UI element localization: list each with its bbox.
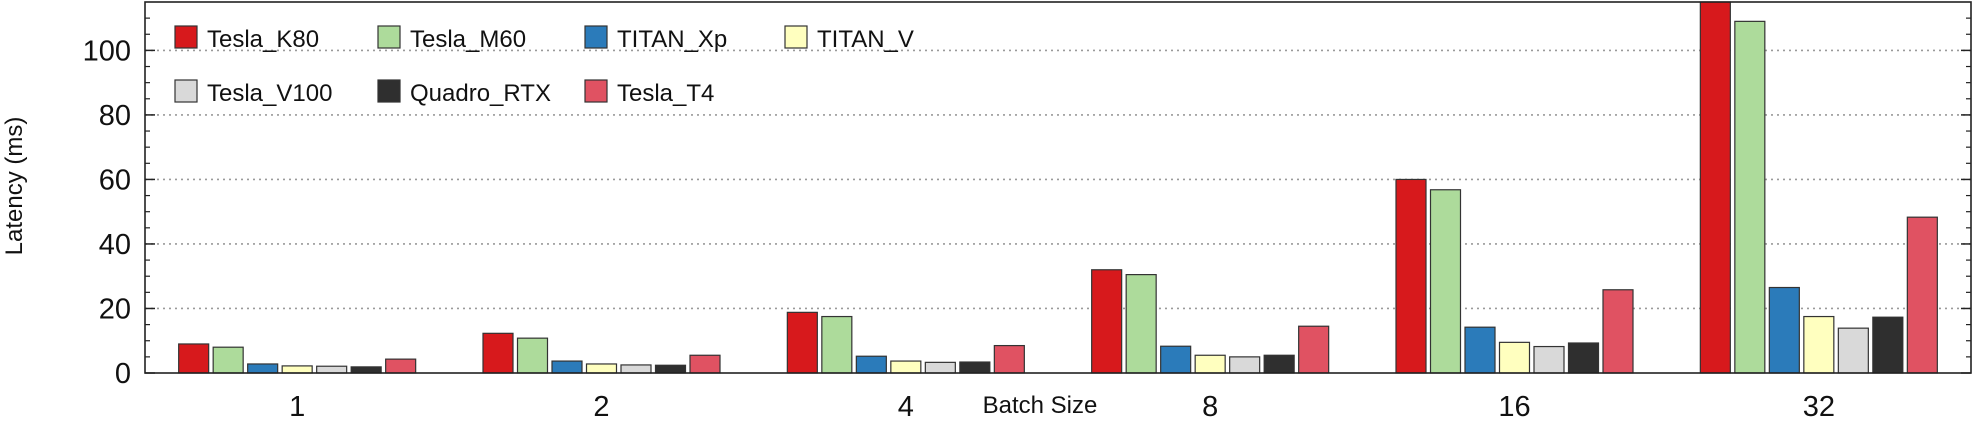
y-tick-label: 0 (115, 358, 131, 390)
legend-label-Tesla_V100: Tesla_V100 (207, 80, 332, 107)
bar-Quadro_RTX-8 (1263, 354, 1295, 374)
y-tick-label: 40 (99, 229, 131, 261)
x-tick-label: 8 (1202, 391, 1218, 421)
bar-Quadro_RTX-16 (1567, 342, 1600, 374)
x-tick-label: 16 (1498, 391, 1530, 421)
x-tick-label: 1 (289, 391, 305, 421)
bar-Tesla_M60-32 (1734, 20, 1766, 374)
plot-frame (144, 1, 1972, 374)
legend-swatch-Quadro_RTX (377, 79, 401, 103)
y-tick-label: 80 (99, 100, 131, 132)
y-tick-label: 60 (99, 164, 131, 196)
bar-TITAN_V-2 (585, 363, 618, 374)
bar-Tesla_K80-2 (482, 332, 514, 374)
bar-TITAN_Xp-2 (551, 360, 583, 374)
bar-Tesla_M60-8 (1125, 274, 1157, 374)
y-tick-label: 100 (83, 35, 131, 67)
axis-ticks: 0 20 40 60 80 100 1 2 4 8 16 32 (83, 17, 1971, 421)
legend-swatch-TITAN_V (784, 25, 808, 49)
x-axis-title: Batch Size (983, 392, 1098, 419)
bar-Tesla_T4-1 (385, 358, 417, 374)
bar-Tesla_K80-1 (178, 343, 210, 374)
bar-TITAN_V-4 (890, 360, 922, 374)
bar-TITAN_Xp-8 (1160, 345, 1192, 374)
legend-swatch-Tesla_M60 (377, 25, 401, 49)
bar-Tesla_T4-16 (1602, 289, 1634, 374)
bar-TITAN_Xp-1 (247, 363, 279, 374)
bar-Tesla_M60-1 (212, 346, 244, 374)
legend-label-TITAN_Xp: TITAN_Xp (617, 26, 727, 53)
bar-Tesla_T4-8 (1298, 325, 1330, 374)
bar-Tesla_V100-1 (316, 365, 348, 374)
bar-Tesla_V100-32 (1837, 327, 1869, 374)
legend-swatch-TITAN_Xp (584, 25, 608, 49)
bar-Tesla_K80-32 (1699, 1, 1731, 374)
bar-TITAN_V-16 (1498, 341, 1531, 374)
legend: Tesla_K80 Tesla_M60 TITAN_Xp TITAN_V Tesla_V… (174, 25, 914, 107)
bar-Tesla_V100-4 (924, 361, 956, 374)
legend-swatch-Tesla_V100 (174, 79, 198, 103)
y-axis-title: Latency (ms) (1, 117, 28, 256)
bar-TITAN_V-8 (1194, 354, 1226, 374)
bar-TITAN_Xp-4 (855, 355, 887, 374)
bar-Tesla_T4-4 (993, 344, 1025, 374)
bar-Quadro_RTX-32 (1872, 316, 1904, 374)
x-tick-label: 4 (898, 391, 914, 421)
bar-Tesla_M60-16 (1429, 189, 1462, 374)
bar-TITAN_V-32 (1803, 315, 1835, 374)
bar-Tesla_T4-2 (689, 354, 721, 374)
bar-Tesla_M60-2 (516, 337, 549, 374)
bar-Tesla_V100-8 (1229, 356, 1261, 374)
legend-label-Tesla_K80: Tesla_K80 (207, 26, 319, 53)
bars (178, 1, 1938, 374)
legend-label-Tesla_T4: Tesla_T4 (617, 80, 714, 107)
legend-label-Tesla_M60: Tesla_M60 (410, 26, 526, 53)
legend-label-Quadro_RTX: Quadro_RTX (410, 80, 551, 107)
legend-swatch-Tesla_T4 (584, 79, 608, 103)
bar-Quadro_RTX-2 (654, 364, 687, 374)
bar-Quadro_RTX-4 (959, 361, 991, 374)
legend-swatch-Tesla_K80 (174, 25, 198, 49)
y-tick-label: 20 (99, 293, 131, 325)
bar-Tesla_M60-4 (821, 315, 853, 374)
bar-Tesla_K80-4 (786, 311, 818, 374)
bar-Tesla_K80-16 (1395, 178, 1427, 374)
x-tick-label: 32 (1803, 391, 1835, 421)
bar-TITAN_V-1 (281, 365, 313, 374)
bar-Tesla_T4-32 (1906, 216, 1938, 374)
bar-TITAN_Xp-32 (1768, 286, 1800, 374)
bar-Quadro_RTX-1 (350, 366, 382, 374)
bar-Tesla_K80-8 (1091, 269, 1123, 374)
legend-label-TITAN_V: TITAN_V (817, 26, 914, 53)
x-tick-label: 2 (593, 391, 609, 421)
gridlines (145, 49, 1971, 310)
bar-Tesla_V100-2 (620, 364, 652, 374)
bar-Tesla_V100-16 (1533, 345, 1565, 374)
bar-TITAN_Xp-16 (1464, 326, 1496, 374)
